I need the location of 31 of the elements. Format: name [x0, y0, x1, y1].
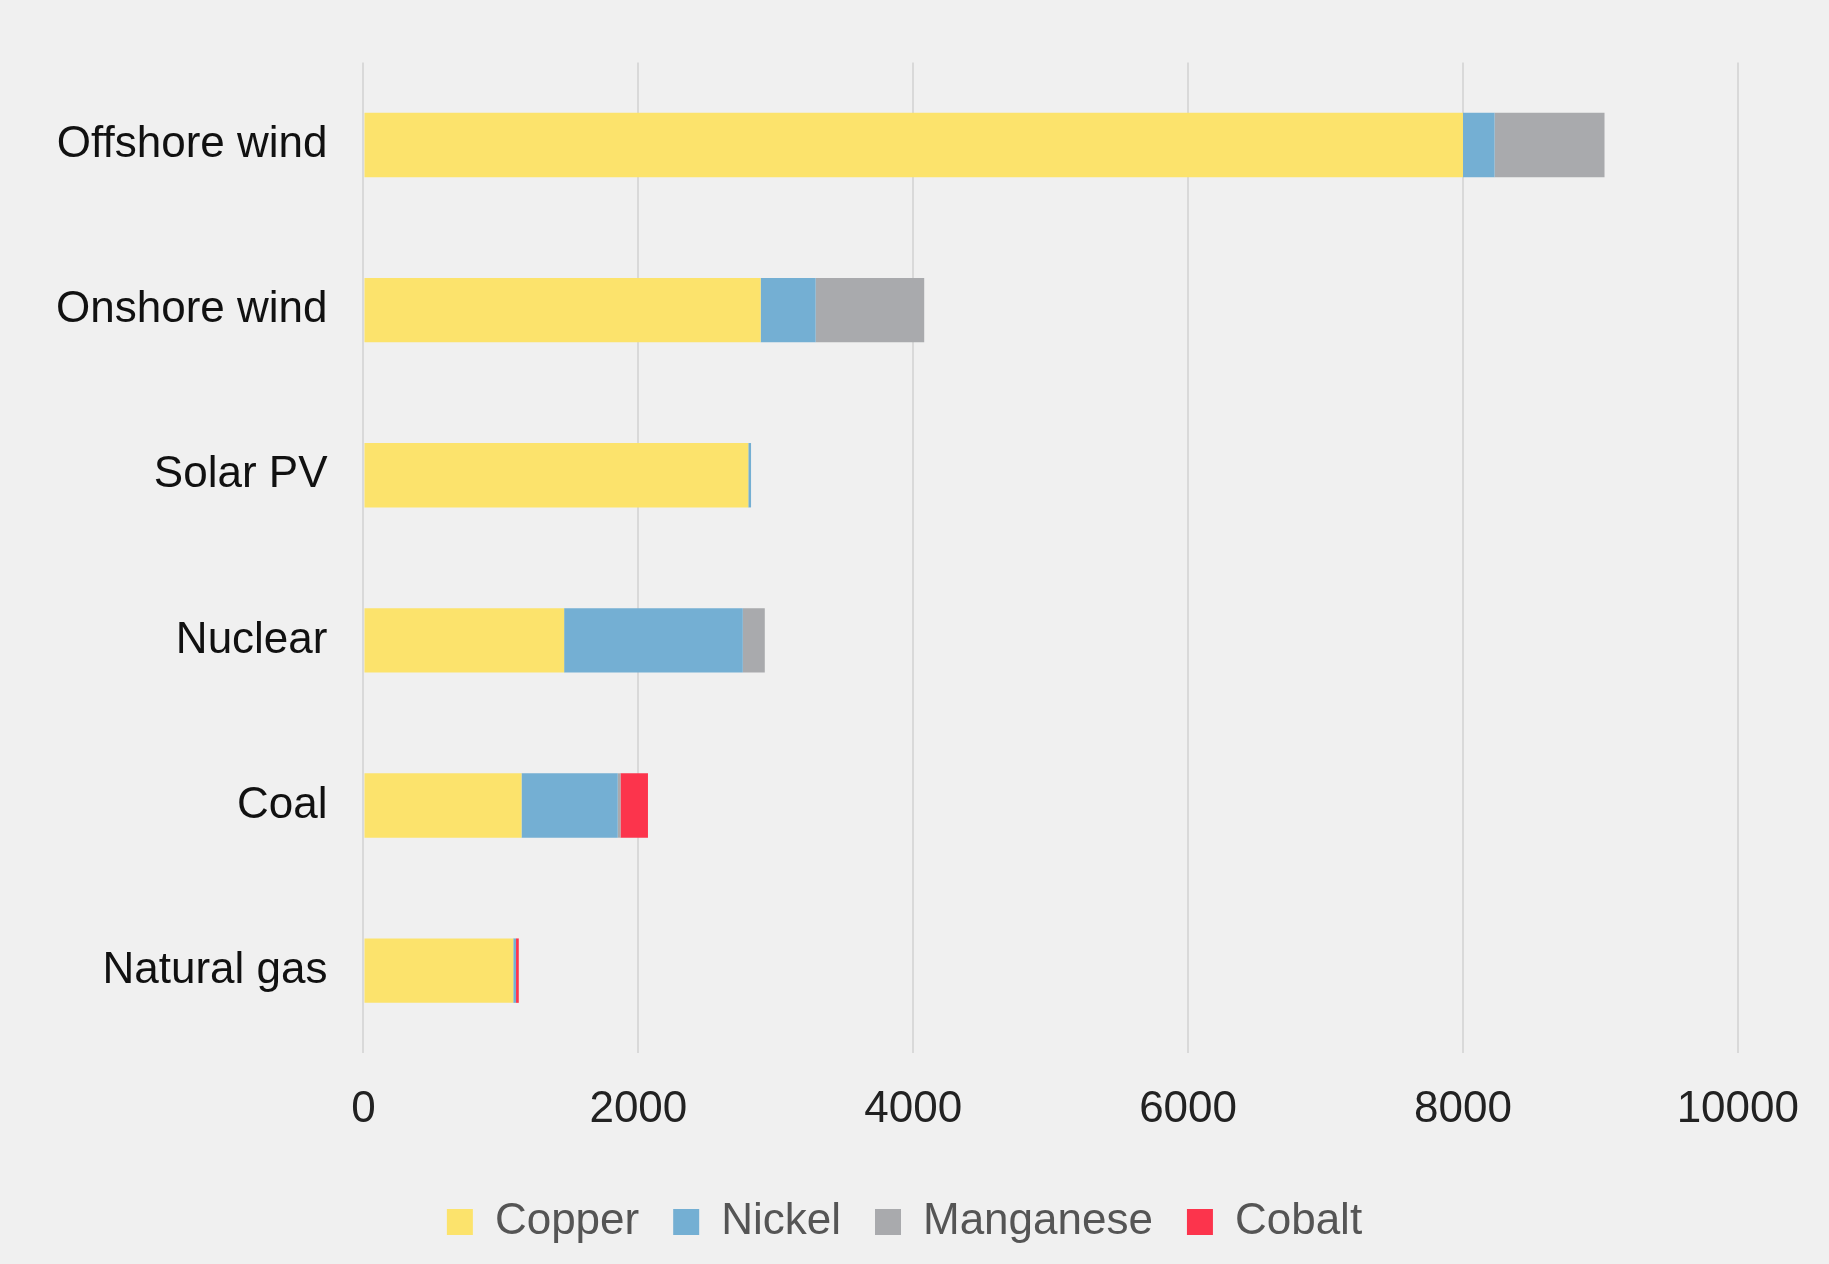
y-tick-label: Onshore wind [55, 282, 328, 332]
y-tick-label: Nuclear [175, 612, 328, 662]
y-tick-label: Natural gas [102, 942, 328, 992]
bar [564, 608, 743, 673]
bar [815, 277, 925, 343]
bar [1494, 112, 1605, 178]
y-tick-label: Coal [236, 777, 328, 827]
x-tick-label: 6000 [1139, 1081, 1238, 1131]
bar [364, 938, 514, 1003]
bar [364, 277, 761, 343]
y-tick-label: Solar PV [153, 447, 329, 497]
bar [364, 112, 1463, 178]
bar [364, 773, 522, 838]
bar [760, 277, 816, 343]
x-tick-label: 4000 [864, 1081, 963, 1131]
x-tick-label: 8000 [1414, 1081, 1512, 1131]
bar [620, 773, 648, 838]
x-tick-label: 2000 [589, 1081, 688, 1131]
x-tick-label: 0 [351, 1081, 376, 1131]
legend-label: Manganese [922, 1194, 1153, 1244]
legend-label: Cobalt [1234, 1194, 1363, 1244]
bar [1462, 112, 1495, 178]
legend-label: Nickel [721, 1194, 841, 1244]
bar [364, 443, 749, 508]
bar [521, 773, 618, 838]
bar [742, 608, 765, 673]
x-tick-label: 10000 [1676, 1081, 1799, 1131]
legend-label: Copper [494, 1194, 640, 1244]
bar [364, 608, 565, 673]
y-tick-label: Offshore wind [56, 117, 328, 167]
bar [748, 443, 752, 508]
